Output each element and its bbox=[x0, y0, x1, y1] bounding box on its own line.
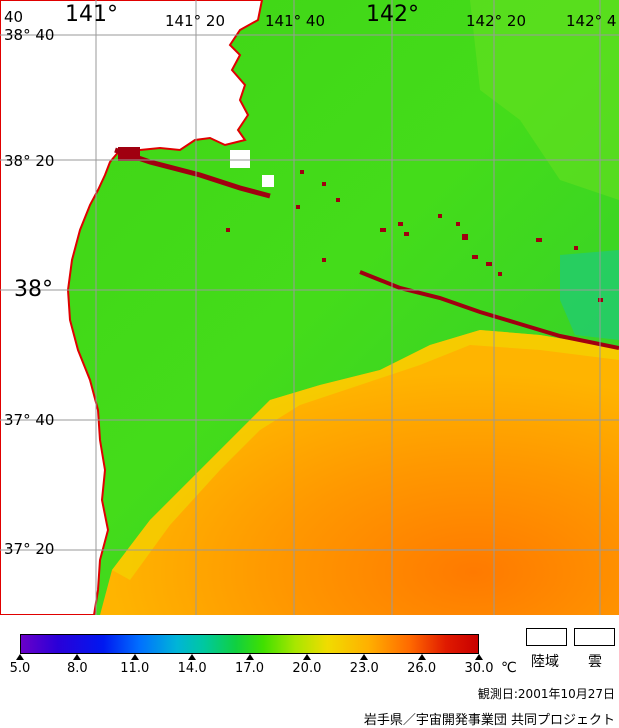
legend-cloud-swatch bbox=[574, 628, 615, 646]
graticule bbox=[0, 0, 619, 615]
front-specks bbox=[226, 170, 603, 302]
colorbar-tick-mark bbox=[360, 654, 369, 660]
colorbar-tick-mark bbox=[475, 654, 483, 660]
latitude-label-37-20: 37° 20 bbox=[4, 540, 55, 558]
legend-cloud-label: 雲 bbox=[588, 654, 602, 670]
longitude-label-142-40: 142° 4 bbox=[566, 12, 617, 30]
longitude-label-142: 142° bbox=[366, 2, 419, 27]
temperature-colorbar bbox=[20, 634, 479, 654]
credit-line: 岩手県／宇宙開発事業団 共同プロジェクト bbox=[363, 713, 615, 728]
colorbar-tick-label: 20.0 bbox=[292, 661, 322, 676]
legend-land-swatch bbox=[526, 628, 567, 646]
latitude-label-37-40: 37° 40 bbox=[4, 411, 55, 429]
land-area bbox=[0, 0, 264, 615]
colorbar-tick-mark bbox=[73, 654, 82, 660]
cloud-patch bbox=[262, 175, 274, 187]
colorbar-tick-mark bbox=[130, 654, 139, 660]
longitude-label-141-40: 141° 40 bbox=[265, 12, 325, 30]
thermal-front-blob bbox=[118, 147, 140, 161]
corner-label: 40 bbox=[4, 8, 24, 26]
colorbar-tick-mark bbox=[188, 654, 197, 660]
thermal-front bbox=[359, 270, 619, 350]
longitude-label-141: 141° bbox=[65, 2, 118, 27]
colorbar-tick-mark bbox=[245, 654, 254, 660]
latitude-label-38-40: 38° 40 bbox=[4, 26, 55, 44]
warm-water bbox=[100, 330, 619, 615]
latitude-label-38: 38° bbox=[14, 277, 53, 302]
colorbar-tick-label: 8.0 bbox=[67, 661, 88, 676]
longitude-label-142-20: 142° 20 bbox=[466, 12, 526, 30]
sea-patch-cool bbox=[560, 250, 619, 340]
colorbar-tick-label: 23.0 bbox=[349, 661, 379, 676]
latitude-label-38-20: 38° 20 bbox=[4, 152, 55, 170]
colorbar-tick-mark bbox=[16, 654, 24, 660]
warm-water-edge bbox=[112, 330, 619, 580]
longitude-label-141-20: 141° 20 bbox=[165, 12, 225, 30]
colorbar-tick-label: 30.0 bbox=[464, 661, 494, 676]
colorbar-tick-mark bbox=[302, 654, 311, 660]
legend-land-label: 陸域 bbox=[531, 654, 559, 670]
sea-patch-light bbox=[470, 0, 619, 200]
colorbar-tick-label: 17.0 bbox=[235, 661, 264, 676]
observation-date: 観測日:2001年10月27日 bbox=[477, 687, 615, 701]
colorbar-tick-label: 5.0 bbox=[9, 661, 31, 676]
sst-map-image bbox=[0, 0, 619, 615]
colorbar-tick-label: 26.0 bbox=[407, 661, 437, 676]
colorbar-tick-mark bbox=[417, 654, 426, 660]
sst-map: 40 141° 141° 20 141° 40 142° 142° 20 142… bbox=[0, 0, 619, 615]
colorbar-tick-label: 11.0 bbox=[120, 661, 150, 676]
colorbar-tick-label: 14.0 bbox=[177, 661, 207, 676]
cloud-patch bbox=[230, 150, 250, 168]
colorbar-unit: ℃ bbox=[501, 660, 517, 676]
